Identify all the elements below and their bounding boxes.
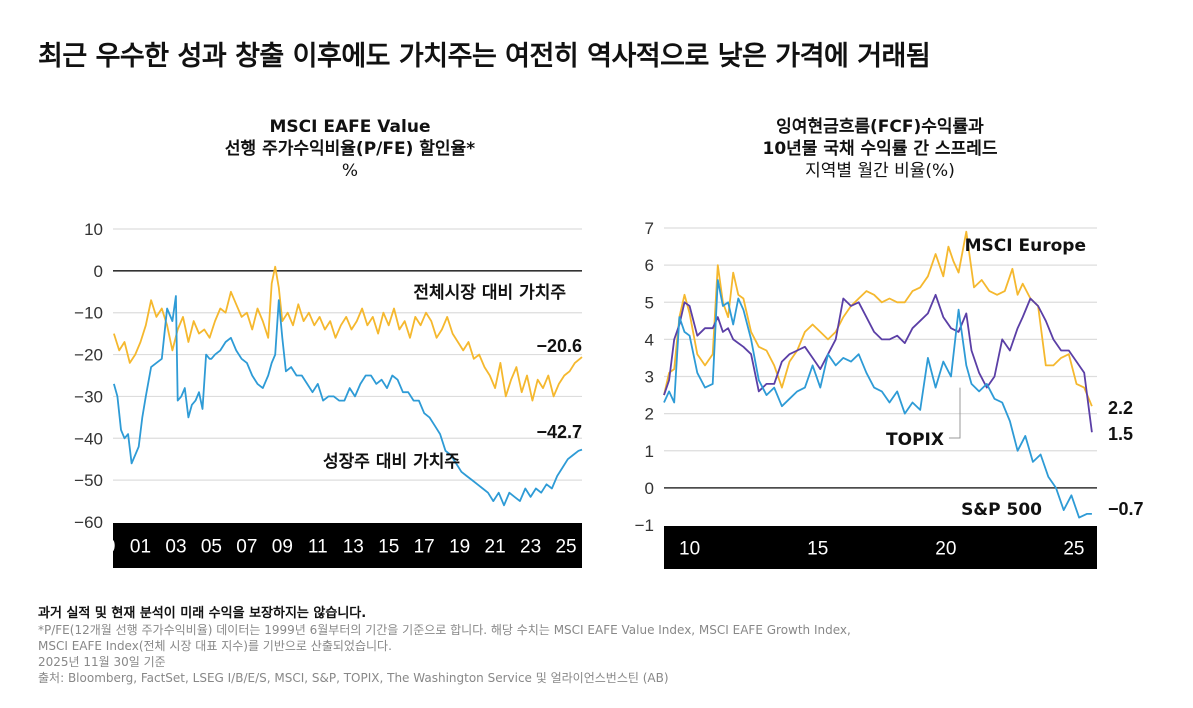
end-value-label: −0.7 <box>1108 499 1144 519</box>
x-tick-label: 21 <box>485 537 506 558</box>
y-tick-label: −30 <box>74 387 103 406</box>
end-value-label: 2.2 <box>1108 398 1133 418</box>
y-tick-label: 10 <box>84 220 103 239</box>
series-line-2 <box>663 293 1093 433</box>
y-tick-label: 0 <box>645 479 654 498</box>
x-tick-label: 25 <box>1063 539 1084 560</box>
series-line-2 <box>113 295 583 507</box>
x-axis-band <box>664 526 1097 569</box>
x-tick-label: 09 <box>272 537 293 558</box>
y-tick-label: 4 <box>645 330 654 349</box>
x-axis-band <box>113 523 582 568</box>
left-chart-unit: % <box>341 161 359 181</box>
x-tick-label: 17 <box>414 537 435 558</box>
end-value-label: −20.6 <box>536 336 582 356</box>
series-label: TOPIX <box>886 430 944 450</box>
y-tick-label: 0 <box>94 262 103 281</box>
x-tick-label: 15 <box>807 539 828 560</box>
source: 출처: Bloomberg, FactSet, LSEG I/B/E/S, MS… <box>38 671 669 685</box>
x-tick-label: 99 <box>94 537 115 558</box>
y-tick-label: 5 <box>645 293 654 312</box>
y-tick-label: 7 <box>645 219 654 238</box>
x-tick-label: 03 <box>165 537 186 558</box>
series-label: S&P 500 <box>961 500 1042 520</box>
left-chart-title: MSCI EAFE Value 선행 주가수익비율(P/FE) 할인율* % <box>120 116 580 182</box>
x-tick-label: 11 <box>308 537 328 558</box>
series-line-1 <box>113 265 583 402</box>
x-tick-label: 13 <box>343 537 364 558</box>
series-label: MSCI Europe <box>965 236 1086 256</box>
x-tick-label: 25 <box>555 537 576 558</box>
x-tick-label: 15 <box>378 537 399 558</box>
end-value-label: −42.7 <box>536 422 582 442</box>
footnotes: 과거 실적 및 현재 분석이 미래 수익을 보장하지는 않습니다. *P/FE(… <box>38 606 851 686</box>
y-tick-label: −40 <box>74 429 103 448</box>
series-line-1 <box>663 230 1093 407</box>
left-chart-title-line2: 선행 주가수익비율(P/FE) 할인율* <box>224 139 476 159</box>
end-value-label: 1.5 <box>1108 424 1133 444</box>
x-tick-label: 05 <box>201 537 222 558</box>
series-label: 전체시장 대비 가치주 <box>413 283 566 303</box>
y-tick-label: −50 <box>74 471 103 490</box>
x-tick-label: 20 <box>935 539 956 560</box>
x-tick-label: 01 <box>130 537 151 558</box>
right-chart-title: 잉여현금흐름(FCF)수익률과 10년물 국채 수익률 간 스프레드 지역별 월… <box>660 116 1100 182</box>
series-label: 성장주 대비 가치주 <box>323 452 460 472</box>
y-tick-label: −1 <box>635 516 654 535</box>
series-line-3 <box>663 279 1092 519</box>
y-tick-label: −60 <box>74 513 103 532</box>
disclaimer: 과거 실적 및 현재 분석이 미래 수익을 보장하지는 않습니다. <box>38 606 367 621</box>
x-tick-label: 07 <box>236 537 257 558</box>
x-tick-label: 10 <box>679 539 700 560</box>
right-chart-title-line2: 10년물 국채 수익률 간 스프레드 <box>762 139 998 159</box>
left-chart-title-line1: MSCI EAFE Value <box>269 117 431 137</box>
right-chart-unit: 지역별 월간 비율(%) <box>805 161 955 181</box>
y-tick-label: 6 <box>645 256 654 275</box>
y-tick-label: 2 <box>645 405 654 424</box>
footnote-line1: *P/FE(12개월 선행 주가수익비율) 데이터는 1999년 6월부터의 기… <box>38 623 851 637</box>
y-tick-label: 1 <box>645 442 654 461</box>
x-tick-label: 19 <box>449 537 470 558</box>
as-of-date: 2025년 11월 30일 기준 <box>38 655 166 669</box>
y-tick-label: 3 <box>645 368 654 387</box>
y-tick-label: −20 <box>74 346 103 365</box>
x-tick-label: 23 <box>520 537 541 558</box>
footnote-line2: MSCI EAFE Index(전체 시장 대표 지수)를 기반으로 산출되었습… <box>38 639 392 653</box>
page-title: 최근 우수한 성과 창출 이후에도 가치주는 여전히 역사적으로 낮은 가격에 … <box>38 41 931 72</box>
topix-leader-line <box>949 387 961 439</box>
right-chart-title-line1: 잉여현금흐름(FCF)수익률과 <box>776 117 984 137</box>
y-tick-label: −10 <box>74 304 103 323</box>
